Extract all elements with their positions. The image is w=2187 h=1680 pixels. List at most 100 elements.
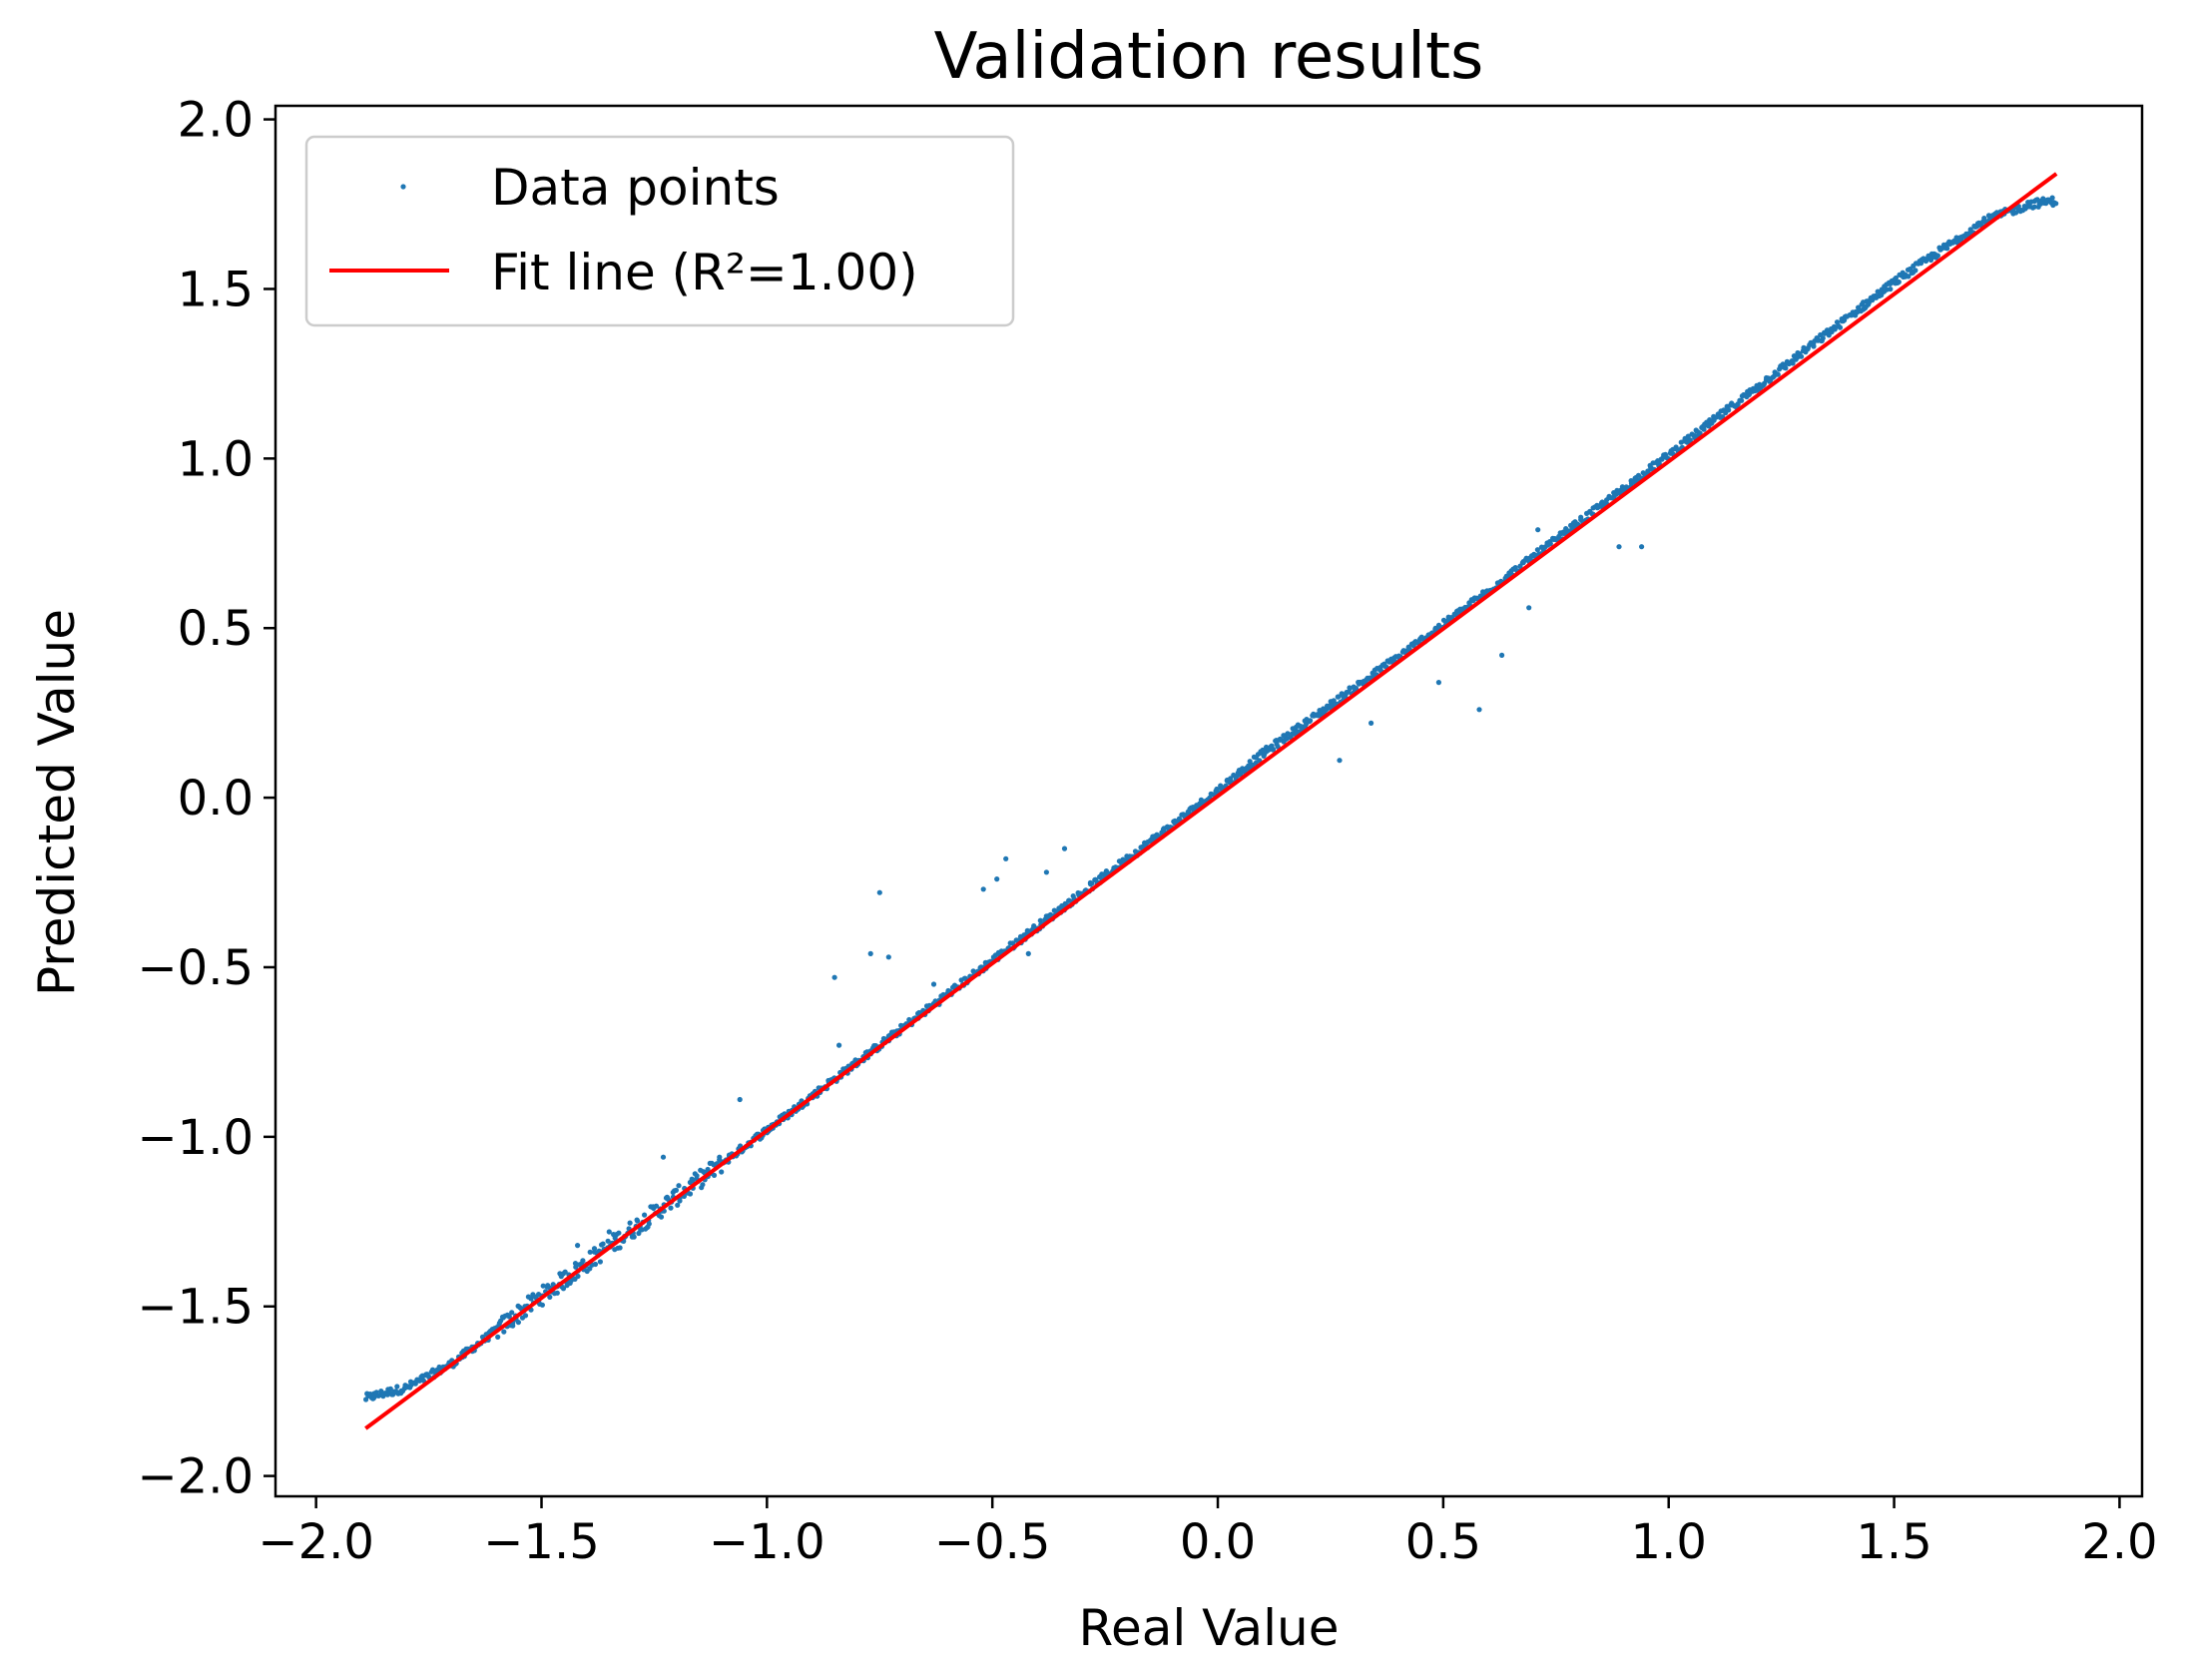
data-point (1805, 346, 1811, 352)
data-point (1896, 279, 1902, 285)
data-point (597, 1259, 604, 1265)
data-point (705, 1166, 711, 1173)
data-point (1120, 856, 1126, 862)
data-point (387, 1386, 393, 1392)
y-tick-label: 2.0 (178, 93, 254, 149)
data-point (700, 1182, 706, 1188)
data-point-outlier (1368, 720, 1374, 727)
data-point (642, 1212, 648, 1218)
data-point (635, 1218, 641, 1224)
data-point (1726, 407, 1732, 413)
y-axis-ticks: −2.0 −1.5 −1.0 −0.5 0.0 0.5 1.0 1.5 2.0 (137, 93, 275, 1505)
data-point (591, 1246, 598, 1252)
data-point-outlier (1526, 605, 1532, 611)
data-point-outlier (836, 1042, 842, 1048)
legend-frame (304, 135, 1015, 327)
data-point (1308, 718, 1314, 724)
data-point-outlier (876, 889, 882, 895)
x-tick-label: −1.0 (709, 1514, 825, 1570)
data-point (1270, 747, 1277, 753)
data-point (687, 1191, 694, 1197)
data-point (1811, 343, 1817, 349)
x-tick-label: −0.5 (934, 1514, 1051, 1570)
data-point (1037, 917, 1043, 923)
y-tick-label: −1.5 (137, 1280, 254, 1336)
data-point (506, 1314, 512, 1320)
data-point-outlier (930, 981, 937, 987)
data-point-outlier (1025, 950, 1031, 957)
data-point (495, 1334, 501, 1340)
data-point (1228, 776, 1234, 782)
data-point (394, 1384, 400, 1390)
data-point (1089, 880, 1095, 886)
x-tick-label: 2.0 (2081, 1514, 2157, 1570)
data-point (1631, 479, 1637, 485)
data-point (587, 1249, 593, 1255)
data-point (676, 1183, 682, 1189)
y-tick-label: 0.5 (178, 601, 254, 657)
data-point (1534, 547, 1540, 553)
data-point (528, 1296, 534, 1302)
data-point (1347, 685, 1353, 691)
data-point-outlier (1435, 680, 1441, 686)
legend-label-data-points: Data points (491, 159, 780, 217)
data-point (690, 1178, 696, 1184)
data-point (2034, 197, 2040, 203)
legend-label-fit-line: Fit line (R²=1.00) (491, 244, 918, 301)
data-point-outlier (980, 886, 986, 892)
data-point (668, 1205, 674, 1211)
x-tick-label: 0.0 (1180, 1514, 1256, 1570)
data-point (617, 1245, 623, 1251)
data-point (572, 1261, 579, 1267)
fit-line-layer (364, 172, 2058, 1430)
x-tick-label: 1.5 (1856, 1514, 1931, 1570)
data-point (605, 1238, 611, 1244)
data-point (675, 1202, 681, 1208)
data-point (658, 1214, 665, 1220)
y-tick-label: −2.0 (137, 1449, 254, 1505)
data-point (1656, 460, 1662, 466)
data-point (539, 1302, 546, 1308)
data-point (1888, 286, 1894, 292)
data-point (1214, 786, 1220, 793)
y-tick-label: 0.0 (178, 771, 254, 827)
data-point (510, 1323, 516, 1329)
plot-area (273, 104, 2144, 1498)
y-axis-label: Predicted Value (28, 609, 86, 996)
y-tick-label: −1.0 (137, 1110, 254, 1166)
data-point (2031, 204, 2037, 210)
axes-frame (273, 104, 2144, 1498)
y-tick-label: 1.5 (178, 262, 254, 317)
data-point (562, 1269, 568, 1275)
data-point (1799, 353, 1805, 359)
data-point (653, 1203, 660, 1209)
data-point (2053, 201, 2059, 207)
data-point-outlier (831, 974, 837, 980)
data-point (1790, 360, 1796, 366)
data-point (547, 1294, 553, 1300)
x-axis-label: Real Value (1079, 1599, 1340, 1657)
data-point (673, 1187, 680, 1193)
data-point (1739, 397, 1745, 403)
data-point (554, 1290, 560, 1296)
data-point-outlier (1639, 544, 1645, 550)
data-point (1906, 274, 1912, 280)
data-point (1410, 643, 1416, 649)
data-point-outlier (885, 954, 891, 960)
data-point (1875, 288, 1881, 294)
data-point (1893, 275, 1899, 281)
data-point (1944, 246, 1950, 252)
data-point (631, 1234, 637, 1240)
data-point-outlier (1003, 855, 1009, 861)
data-point-outlier (1476, 707, 1482, 713)
data-point (1066, 897, 1072, 903)
data-point (2040, 196, 2046, 202)
data-point (575, 1273, 581, 1280)
x-tick-label: −1.5 (483, 1514, 600, 1570)
x-tick-label: 0.5 (1405, 1514, 1481, 1570)
data-point (600, 1241, 606, 1247)
data-point-outlier (575, 1243, 581, 1249)
data-point (1247, 759, 1253, 765)
data-point (1837, 324, 1844, 330)
